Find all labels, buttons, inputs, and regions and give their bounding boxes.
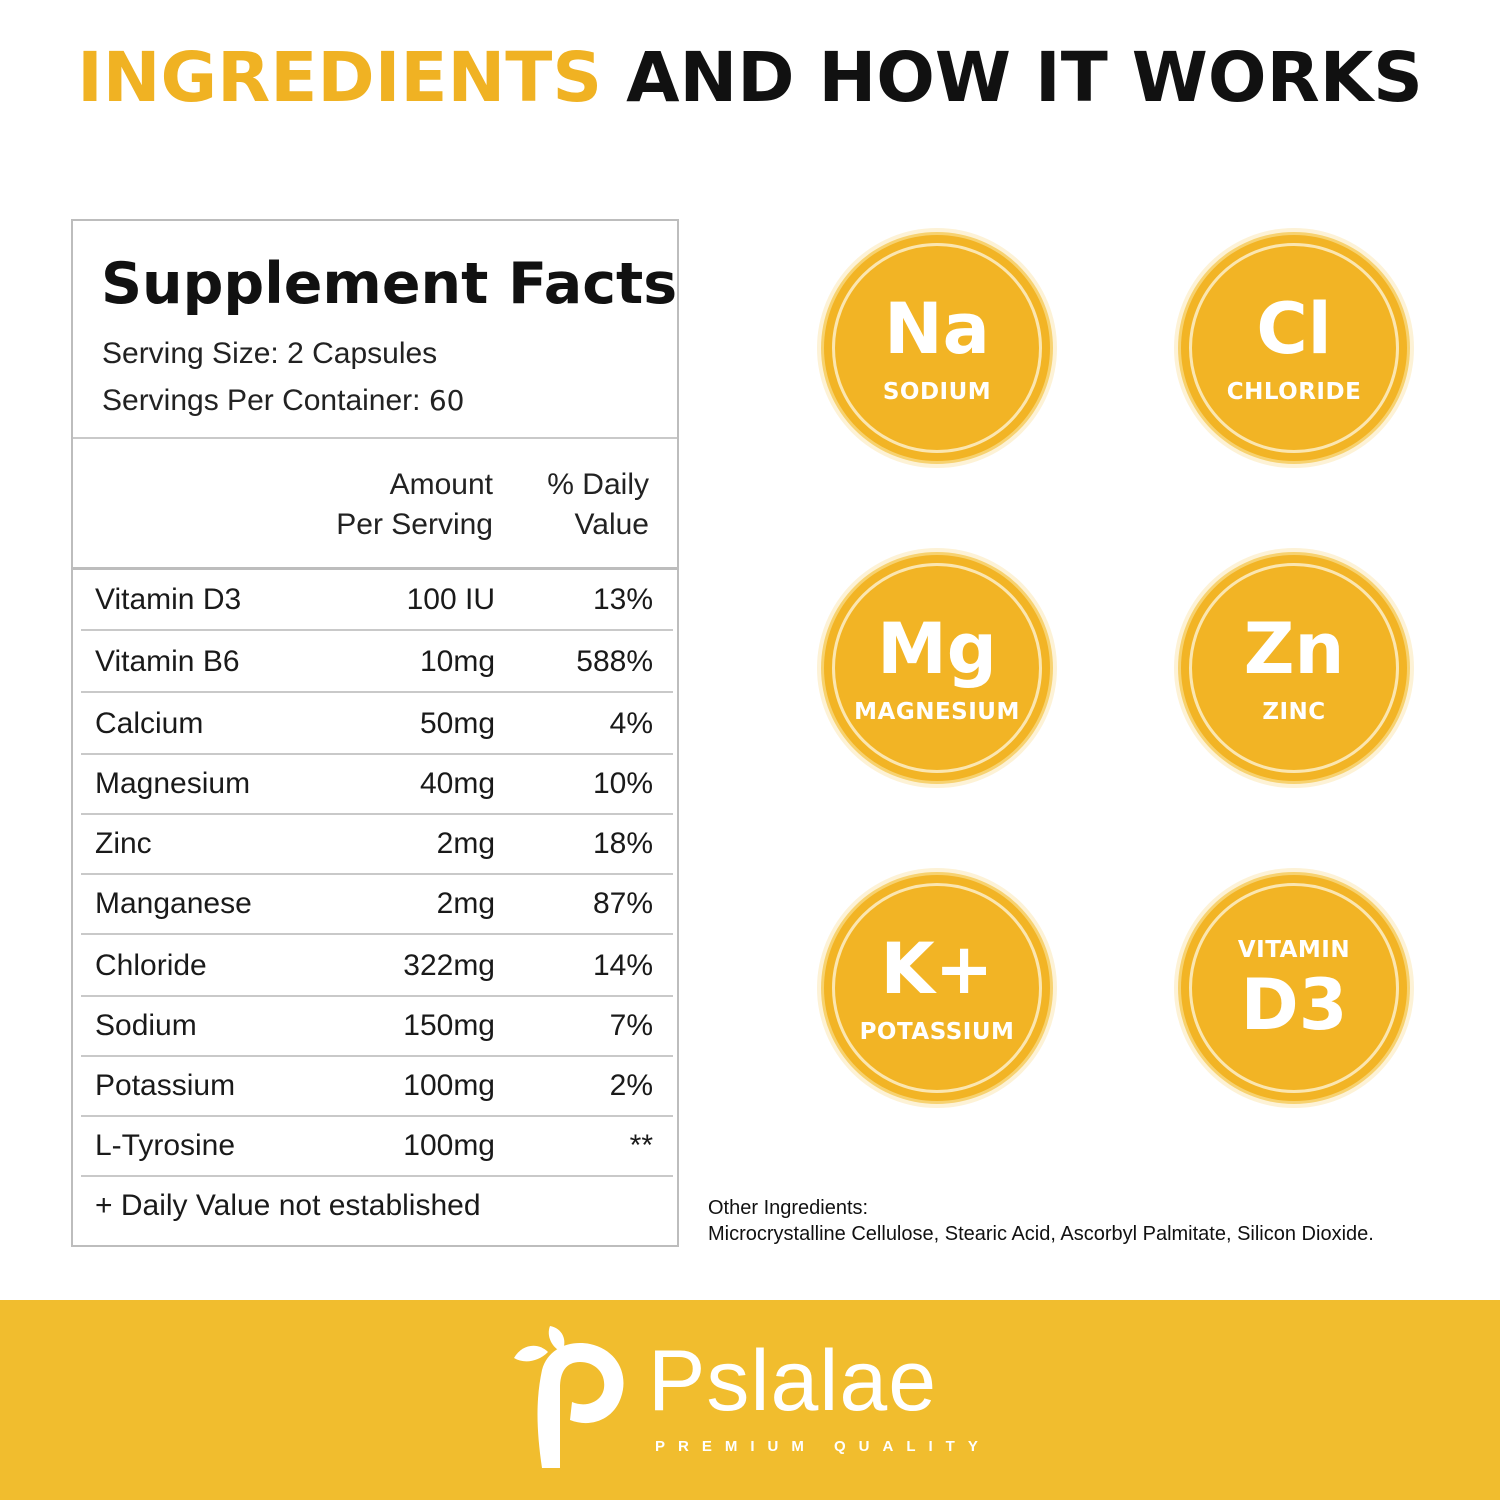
chloride-badge: Cl CHLORIDE — [1174, 228, 1414, 468]
badge-symbol: K+ — [880, 928, 994, 1010]
facts-footnote: + Daily Value not established — [95, 1189, 481, 1222]
row-divider — [81, 933, 673, 935]
other-ingredients: Other Ingredients: Microcrystalline Cell… — [708, 1195, 1374, 1247]
badge-label: MAGNESIUM — [854, 699, 1020, 725]
facts-title: Supplement Facts — [101, 251, 678, 317]
nutrient-daily-value: 18% — [592, 827, 653, 860]
nutrient-amount: 2mg — [436, 887, 495, 920]
nutrient-row: Potassium 100mg 2% — [81, 1057, 673, 1117]
nutrient-name: Calcium — [95, 707, 204, 740]
badge-symbol: Cl — [1256, 288, 1332, 370]
nutrient-row: Vitamin D3 100 IU 13% — [81, 571, 673, 631]
nutrient-name: Manganese — [95, 887, 252, 920]
badge-ring: Zn ZINC — [1181, 555, 1407, 781]
vitamin-d3-badge: D3 VITAMIN — [1174, 868, 1414, 1108]
nutrient-row: Vitamin B6 10mg 588% — [81, 633, 673, 693]
column-header-dv-line1: % Daily — [547, 468, 649, 501]
servings-per-container: Servings Per Container: 60 — [102, 384, 464, 418]
row-divider — [81, 691, 673, 693]
nutrient-amount: 100mg — [403, 1129, 495, 1162]
supplement-facts-panel: Supplement Facts Serving Size: 2 Capsule… — [71, 219, 679, 1247]
badge-label: CHLORIDE — [1226, 379, 1362, 405]
badge-symbol: D3 — [1240, 964, 1348, 1046]
serving-size: Serving Size: 2 Capsules — [102, 337, 438, 370]
columns-divider — [73, 567, 677, 570]
brand-logo-icon — [514, 1326, 624, 1468]
nutrient-name: L-Tyrosine — [95, 1129, 236, 1162]
nutrient-row: Manganese 2mg 87% — [81, 875, 673, 935]
badge-symbol: Na — [884, 288, 990, 370]
page-headline: INGREDIENTS AND HOW IT WORKS — [0, 38, 1500, 118]
badge-ring: K+ POTASSIUM — [824, 875, 1050, 1101]
nutrient-amount: 40mg — [419, 767, 495, 800]
other-ingredients-text: Microcrystalline Cellulose, Stearic Acid… — [708, 1223, 1374, 1245]
brand-footer: Pslalae PREMIUM QUALITY — [0, 1300, 1500, 1500]
brand-tagline: PREMIUM QUALITY — [655, 1438, 991, 1455]
badge-ring: Na SODIUM — [824, 235, 1050, 461]
nutrient-amount: 2mg — [436, 827, 495, 860]
nutrient-row: Sodium 150mg 7% — [81, 997, 673, 1057]
nutrient-daily-value: 4% — [609, 707, 653, 740]
sodium-badge: Na SODIUM — [817, 228, 1057, 468]
nutrient-amount: 150mg — [403, 1009, 495, 1042]
badge-label: ZINC — [1262, 699, 1326, 725]
headline-rest: AND HOW IT WORKS — [626, 38, 1423, 118]
nutrient-daily-value: 13% — [592, 583, 653, 616]
row-divider — [81, 629, 673, 631]
nutrient-daily-value: 2% — [609, 1069, 653, 1102]
magnesium-badge: Mg MAGNESIUM — [817, 548, 1057, 788]
row-divider — [81, 813, 673, 815]
nutrient-daily-value: ** — [629, 1129, 653, 1162]
column-header-daily-value: % Daily Value — [513, 465, 649, 545]
nutrient-daily-value: 14% — [592, 949, 653, 982]
servings-per-container-label: Servings Per Container: — [102, 384, 421, 417]
badge-ring: D3 VITAMIN — [1181, 875, 1407, 1101]
nutrient-daily-value: 10% — [592, 767, 653, 800]
nutrient-name: Vitamin B6 — [95, 645, 240, 678]
row-divider — [81, 1055, 673, 1057]
row-divider — [81, 1175, 673, 1177]
nutrient-amount: 10mg — [419, 645, 495, 678]
column-header-amount-line1: Amount — [389, 468, 493, 501]
brand-name: Pslalae — [648, 1333, 938, 1429]
nutrient-daily-value: 588% — [576, 645, 653, 678]
column-header-amount-line2: Per Serving — [336, 508, 493, 541]
badge-label: POTASSIUM — [859, 1019, 1015, 1045]
nutrient-daily-value: 7% — [609, 1009, 653, 1042]
nutrient-name: Zinc — [95, 827, 152, 860]
nutrient-amount: 50mg — [419, 707, 495, 740]
servings-per-container-value: 60 — [428, 384, 465, 417]
badge-symbol: Zn — [1243, 608, 1345, 690]
nutrient-amount: 322mg — [403, 949, 495, 982]
other-ingredients-label: Other Ingredients: — [708, 1197, 869, 1219]
nutrient-name: Magnesium — [95, 767, 251, 800]
row-divider — [81, 873, 673, 875]
nutrient-row: Magnesium 40mg 10% — [81, 755, 673, 815]
row-divider — [81, 995, 673, 997]
nutrient-name: Potassium — [95, 1069, 236, 1102]
nutrient-row: L-Tyrosine 100mg ** — [81, 1117, 673, 1177]
badge-label: VITAMIN — [1237, 937, 1351, 963]
column-header-dv-line2: Value — [574, 508, 649, 541]
nutrient-amount: 100mg — [403, 1069, 495, 1102]
nutrient-amount: 100 IU — [406, 583, 495, 616]
badge-symbol: Mg — [877, 608, 997, 690]
column-header-amount: Amount Per Serving — [303, 465, 493, 545]
nutrient-daily-value: 87% — [592, 887, 653, 920]
headline-accent: INGREDIENTS — [77, 38, 603, 118]
nutrient-name: Vitamin D3 — [95, 583, 242, 616]
nutrient-name: Chloride — [95, 949, 207, 982]
header-divider — [73, 437, 677, 439]
potassium-badge: K+ POTASSIUM — [817, 868, 1057, 1108]
nutrient-row: Zinc 2mg 18% — [81, 815, 673, 875]
zinc-badge: Zn ZINC — [1174, 548, 1414, 788]
nutrient-row: Calcium 50mg 4% — [81, 695, 673, 755]
badge-label: SODIUM — [882, 379, 992, 405]
badge-ring: Mg MAGNESIUM — [824, 555, 1050, 781]
nutrient-name: Sodium — [95, 1009, 197, 1042]
badge-ring: Cl CHLORIDE — [1181, 235, 1407, 461]
row-divider — [81, 1115, 673, 1117]
row-divider — [81, 753, 673, 755]
nutrient-row: Chloride 322mg 14% — [81, 937, 673, 997]
